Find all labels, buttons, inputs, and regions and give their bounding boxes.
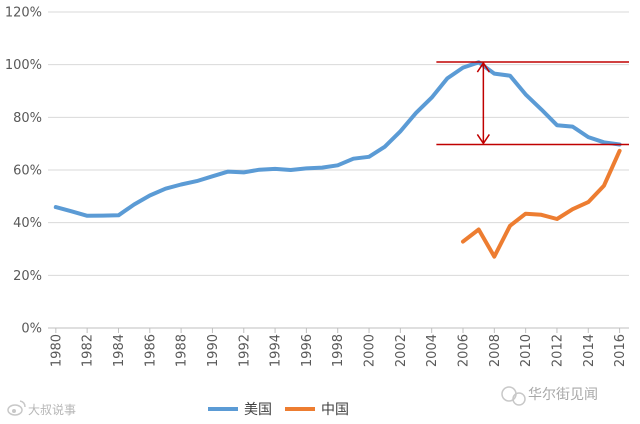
x-tick-label: 1990 (206, 334, 221, 367)
legend-label-series-2: 中国 (321, 402, 349, 418)
watermark-right-text: 华尔街见闻 (528, 387, 598, 403)
x-tick-label: 2004 (425, 334, 440, 367)
y-tick-label: 20% (13, 269, 42, 284)
x-tick-label: 1988 (175, 334, 190, 367)
x-tick-label: 2010 (519, 334, 534, 367)
x-tick-label: 2016 (613, 334, 628, 367)
x-tick-label: 1984 (112, 334, 127, 367)
x-tick-label: 2012 (550, 334, 565, 367)
x-tick-label: 2014 (582, 334, 597, 367)
y-tick-label: 0% (21, 322, 42, 337)
y-axis: 0% 20% 40% 60% 80% 100% 120% (5, 6, 42, 337)
x-tick-label: 1980 (49, 334, 64, 367)
y-tick-label: 40% (13, 216, 42, 231)
watermark-left: 大叔说事 (7, 400, 76, 417)
annotation-arrow-head-down (476, 134, 490, 145)
legend: 美国 中国 (208, 402, 349, 418)
annotation (436, 61, 629, 146)
x-tick-label: 1996 (300, 334, 315, 367)
series-line-1 (53, 60, 622, 218)
wechat-logo-icon (501, 386, 526, 406)
watermark-left-text: 大叔说事 (28, 402, 76, 417)
x-tick-label: 1986 (143, 334, 158, 367)
y-tick-label: 80% (13, 111, 42, 126)
y-tick-label: 120% (5, 6, 42, 21)
legend-label-series-1: 美国 (244, 402, 272, 418)
x-tick-label: 2008 (488, 334, 503, 367)
watermark-right: 华尔街见闻 (501, 386, 598, 406)
x-tick-label: 1992 (237, 334, 252, 367)
gridlines (48, 11, 629, 329)
x-tick-label: 1982 (81, 334, 96, 367)
x-tick-label: 2002 (394, 334, 409, 367)
x-tick-label: 2000 (363, 334, 378, 367)
x-tick-label: 1994 (269, 334, 284, 367)
x-tick-label: 2006 (457, 334, 472, 367)
y-tick-label: 60% (13, 164, 42, 179)
series-group (53, 60, 622, 259)
series-line-2 (461, 148, 622, 259)
weibo-logo-icon (7, 400, 26, 416)
x-tick-label: 1998 (331, 334, 346, 367)
y-tick-label: 100% (5, 58, 42, 73)
annotation-arrow-head-up (476, 61, 490, 73)
x-axis: 1980 1982 1984 1986 1988 1990 1992 1994 1996 1998… (48, 327, 629, 367)
